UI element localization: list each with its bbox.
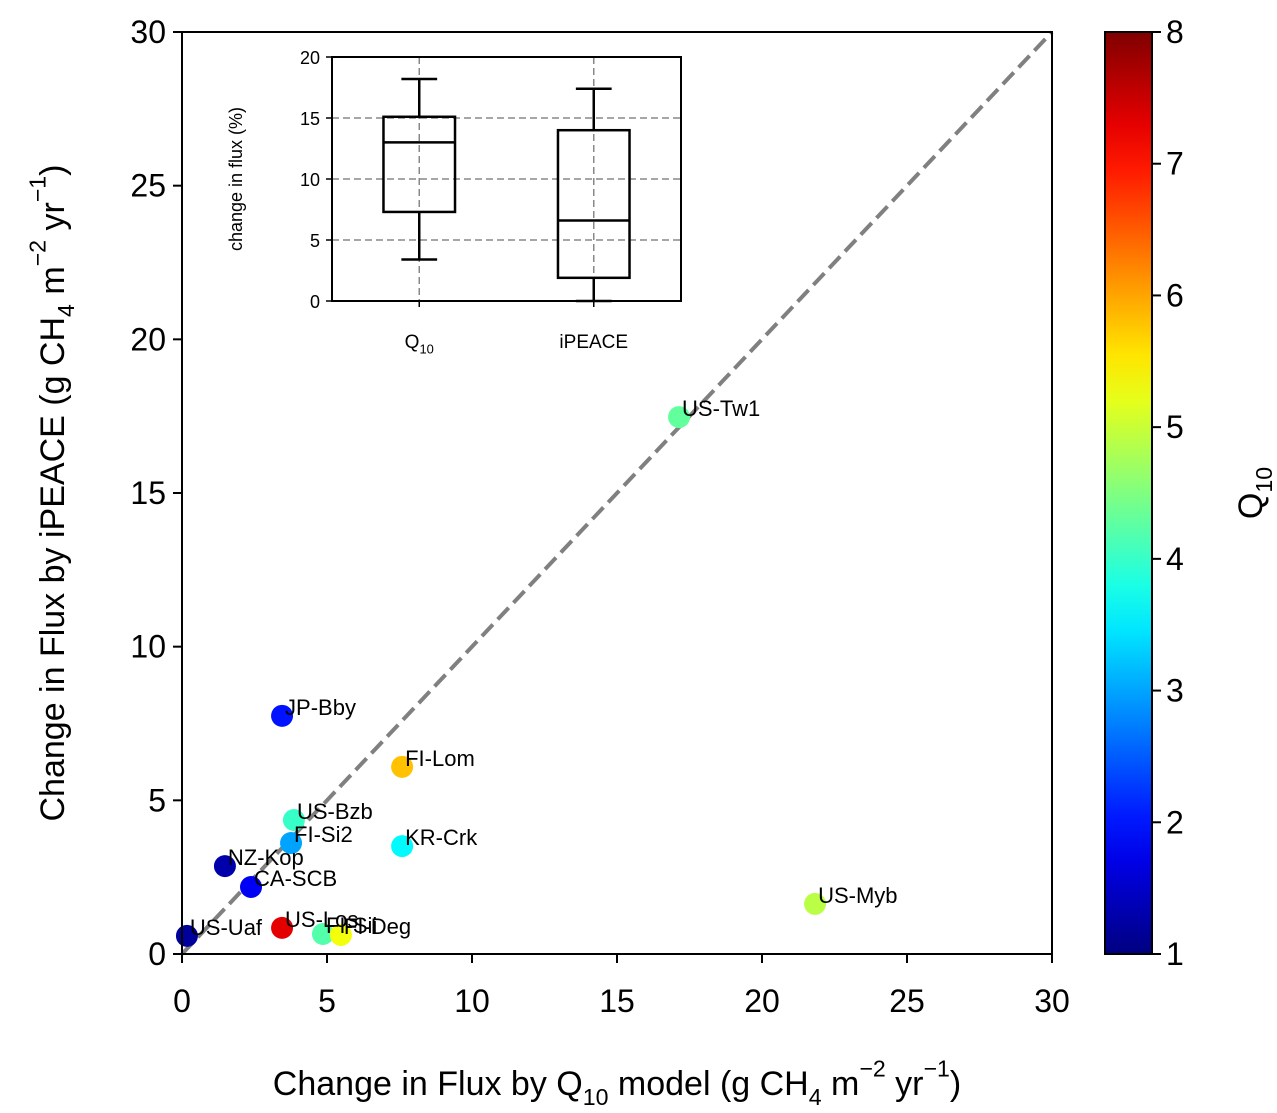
colorbar-tick-label: 1 xyxy=(1166,936,1184,972)
label-part: change in flux (%) xyxy=(226,107,246,251)
point xyxy=(240,876,263,899)
label-part: Change in Flux by Q xyxy=(273,1065,583,1103)
colorbar-tick-label: 6 xyxy=(1166,277,1184,313)
label-part: 10 xyxy=(583,1084,609,1110)
point-label: NZ-Kop xyxy=(228,845,304,870)
y-tick-label: 30 xyxy=(130,14,166,50)
y-tick-label: 25 xyxy=(130,168,166,204)
colorbar-tick-label: 3 xyxy=(1166,673,1184,709)
label-part: −2 xyxy=(24,240,50,266)
label: Q10 xyxy=(405,332,434,357)
colorbar-tick-label: 7 xyxy=(1166,146,1184,182)
point-label: CA-SCB xyxy=(254,866,337,891)
label-part: −1 xyxy=(24,176,50,202)
point xyxy=(668,406,691,429)
y-tick-label: 5 xyxy=(148,782,166,818)
y-tick-label: 0 xyxy=(310,292,320,312)
x-tick-label: 10 xyxy=(454,983,490,1019)
label-part: −2 xyxy=(859,1055,885,1081)
point-label: FI-Deg xyxy=(344,914,411,939)
label-part: −1 xyxy=(924,1055,950,1081)
label-part: ) xyxy=(34,164,72,175)
y-tick-label: 10 xyxy=(300,170,320,190)
point-label: FI-Lom xyxy=(405,746,475,771)
colorbar-tick-label: 2 xyxy=(1166,804,1184,840)
point xyxy=(271,704,294,727)
label-part: Q xyxy=(405,332,420,353)
point-label: US-Uaf xyxy=(190,915,263,940)
point xyxy=(213,855,236,878)
label-part: 10 xyxy=(1251,467,1277,493)
colorbar-tick-label: 8 xyxy=(1166,14,1184,50)
point-label: FI-Si2 xyxy=(294,822,353,847)
label-part: iPEACE xyxy=(559,332,628,353)
label-part: Change in Flux by iPEACE (g CH xyxy=(34,317,72,822)
x-tick-label: 20 xyxy=(744,983,780,1019)
x-tick-label: 15 xyxy=(599,983,635,1019)
label-part: Q xyxy=(1232,493,1270,519)
point xyxy=(804,892,827,915)
x-tick-label: 5 xyxy=(318,983,336,1019)
label: Q10 xyxy=(1232,467,1277,519)
identity-line xyxy=(180,30,1054,956)
colorbar xyxy=(1104,31,1153,955)
point-label: JP-Bby xyxy=(285,695,356,720)
label-part: 4 xyxy=(809,1084,822,1110)
colorbar-tick-label: 5 xyxy=(1166,409,1184,445)
colorbar-tick-label: 4 xyxy=(1166,541,1184,577)
y-tick-label: 5 xyxy=(310,231,320,251)
x-tick-label: 0 xyxy=(173,983,191,1019)
label-part: 4 xyxy=(53,304,79,317)
label: Change in Flux by Q10 model (g CH4 m−2 y… xyxy=(273,1055,961,1110)
point-label: US-Myb xyxy=(818,883,897,908)
box xyxy=(382,115,457,214)
label: Change in Flux by iPEACE (g CH4 m−2 yr−1… xyxy=(24,164,79,821)
inset-frame xyxy=(331,56,682,302)
x-tick-label: 25 xyxy=(889,983,925,1019)
point xyxy=(311,923,334,946)
point-label: US-Los xyxy=(285,907,358,932)
label-part: model (g CH xyxy=(608,1065,808,1103)
y-tick-label: 10 xyxy=(130,629,166,665)
label-part: ) xyxy=(950,1065,961,1103)
point xyxy=(271,916,294,939)
point-label: KR-Crk xyxy=(405,825,478,850)
point xyxy=(391,835,414,858)
label-part: yr xyxy=(886,1065,924,1103)
label-part: yr xyxy=(34,202,72,240)
x-tick-label: 30 xyxy=(1034,983,1070,1019)
point xyxy=(282,809,305,832)
label: iPEACE xyxy=(559,332,628,353)
point xyxy=(329,923,352,946)
label-part: m xyxy=(34,266,72,304)
y-tick-label: 15 xyxy=(300,109,320,129)
label: change in flux (%) xyxy=(226,107,246,251)
y-tick-label: 0 xyxy=(148,936,166,972)
point-label: US-Tw1 xyxy=(682,396,760,421)
y-tick-label: 20 xyxy=(300,48,320,68)
point-label: FI-Sii xyxy=(326,913,377,938)
box xyxy=(556,128,631,280)
point xyxy=(280,832,303,855)
y-tick-label: 15 xyxy=(130,475,166,511)
label-part: 10 xyxy=(419,342,433,357)
y-tick-label: 20 xyxy=(130,321,166,357)
point xyxy=(391,755,414,778)
point-label: US-Bzb xyxy=(297,799,373,824)
label-part: m xyxy=(822,1065,860,1103)
